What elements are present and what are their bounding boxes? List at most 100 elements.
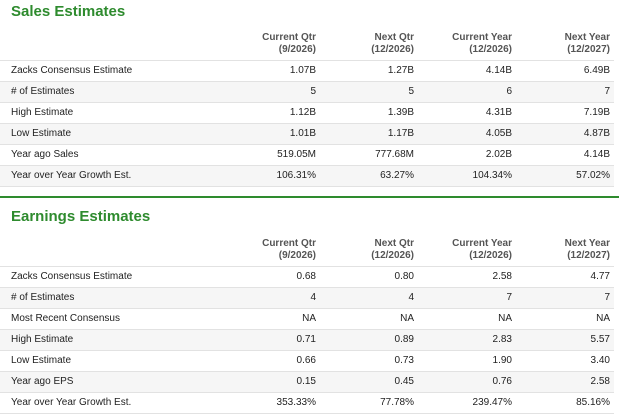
- earnings-header-next-qtr-label: Next Qtr: [374, 238, 414, 249]
- earnings-estimates-table: Current Qtr (9/2026) Next Qtr (12/2026) …: [0, 234, 614, 414]
- cell-next-year: 4.14B: [516, 144, 614, 166]
- cell-next-qtr: 77.78%: [320, 392, 418, 414]
- table-row: Year ago EPS 0.15 0.45 0.76 2.58: [0, 371, 614, 393]
- cell-next-qtr: 5: [320, 81, 418, 103]
- row-label: High Estimate: [0, 102, 194, 124]
- row-label: Year ago Sales: [0, 144, 194, 166]
- sales-header-next-year-period: (12/2027): [567, 44, 610, 55]
- cell-next-year: 85.16%: [516, 392, 614, 414]
- cell-next-qtr: 1.27B: [320, 60, 418, 82]
- sales-estimates-title: Sales Estimates: [11, 3, 126, 20]
- cell-next-qtr: 0.80: [320, 266, 418, 288]
- earnings-header-next-year: Next Year (12/2027): [516, 234, 614, 267]
- cell-current-qtr: 1.07B: [194, 60, 320, 82]
- cell-current-year: 4.05B: [418, 123, 516, 145]
- cell-next-year: 57.02%: [516, 165, 614, 187]
- earnings-header-next-year-label: Next Year: [564, 238, 610, 249]
- cell-current-year: 104.34%: [418, 165, 516, 187]
- sales-header-current-year-period: (12/2026): [469, 44, 512, 55]
- cell-next-qtr: 0.45: [320, 371, 418, 393]
- cell-current-qtr: 353.33%: [194, 392, 320, 414]
- cell-next-year: 7: [516, 287, 614, 309]
- table-row: Most Recent Consensus NA NA NA NA: [0, 308, 614, 330]
- cell-next-year: 4.87B: [516, 123, 614, 145]
- cell-current-qtr: 5: [194, 81, 320, 103]
- cell-current-year: 6: [418, 81, 516, 103]
- row-label: # of Estimates: [0, 287, 194, 309]
- cell-current-year: 2.83: [418, 329, 516, 351]
- cell-next-qtr: NA: [320, 308, 418, 330]
- cell-current-year: 2.58: [418, 266, 516, 288]
- sales-header-blank: [0, 28, 194, 61]
- row-label: Year over Year Growth Est.: [0, 392, 194, 414]
- cell-current-qtr: 0.15: [194, 371, 320, 393]
- sales-header-current-qtr: Current Qtr (9/2026): [194, 28, 320, 61]
- table-row: High Estimate 0.71 0.89 2.83 5.57: [0, 329, 614, 351]
- row-label: High Estimate: [0, 329, 194, 351]
- cell-next-year: 7.19B: [516, 102, 614, 124]
- cell-next-qtr: 4: [320, 287, 418, 309]
- table-row: Zacks Consensus Estimate 1.07B 1.27B 4.1…: [0, 60, 614, 82]
- table-row: Year over Year Growth Est. 353.33% 77.78…: [0, 392, 614, 414]
- table-row: Year ago Sales 519.05M 777.68M 2.02B 4.1…: [0, 144, 614, 166]
- table-row: Low Estimate 0.66 0.73 1.90 3.40: [0, 350, 614, 372]
- earnings-header-current-qtr-label: Current Qtr: [262, 238, 316, 249]
- sales-header-current-qtr-label: Current Qtr: [262, 32, 316, 43]
- cell-next-qtr: 63.27%: [320, 165, 418, 187]
- cell-next-qtr: 0.89: [320, 329, 418, 351]
- earnings-estimates-section: Earnings Estimates Current Qtr (9/2026) …: [0, 196, 619, 420]
- cell-current-year: NA: [418, 308, 516, 330]
- cell-next-year: 4.77: [516, 266, 614, 288]
- cell-next-year: 6.49B: [516, 60, 614, 82]
- cell-next-year: 5.57: [516, 329, 614, 351]
- table-row: Zacks Consensus Estimate 0.68 0.80 2.58 …: [0, 266, 614, 288]
- row-label: Zacks Consensus Estimate: [0, 60, 194, 82]
- cell-current-qtr: NA: [194, 308, 320, 330]
- cell-current-qtr: 4: [194, 287, 320, 309]
- sales-header-current-year-label: Current Year: [452, 32, 512, 43]
- cell-current-qtr: 0.71: [194, 329, 320, 351]
- row-label: Low Estimate: [0, 123, 194, 145]
- cell-current-qtr: 519.05M: [194, 144, 320, 166]
- sales-header-next-qtr-period: (12/2026): [371, 44, 414, 55]
- cell-current-year: 2.02B: [418, 144, 516, 166]
- cell-next-qtr: 777.68M: [320, 144, 418, 166]
- sales-header-current-qtr-period: (9/2026): [278, 44, 316, 55]
- sales-header-row: Current Qtr (9/2026) Next Qtr (12/2026) …: [0, 28, 614, 61]
- earnings-header-next-qtr: Next Qtr (12/2026): [320, 234, 418, 267]
- table-row: Low Estimate 1.01B 1.17B 4.05B 4.87B: [0, 123, 614, 145]
- earnings-header-row: Current Qtr (9/2026) Next Qtr (12/2026) …: [0, 234, 614, 267]
- sales-header-current-year: Current Year (12/2026): [418, 28, 516, 61]
- sales-estimates-section: Sales Estimates Current Qtr (9/2026) Nex…: [0, 0, 619, 196]
- sales-estimates-table: Current Qtr (9/2026) Next Qtr (12/2026) …: [0, 28, 614, 187]
- sales-header-next-qtr: Next Qtr (12/2026): [320, 28, 418, 61]
- sales-header-next-qtr-label: Next Qtr: [374, 32, 414, 43]
- cell-current-qtr: 0.68: [194, 266, 320, 288]
- cell-current-qtr: 1.01B: [194, 123, 320, 145]
- table-row: # of Estimates 5 5 6 7: [0, 81, 614, 103]
- earnings-header-current-year-label: Current Year: [452, 238, 512, 249]
- row-label: Most Recent Consensus: [0, 308, 194, 330]
- cell-current-qtr: 1.12B: [194, 102, 320, 124]
- earnings-header-next-qtr-period: (12/2026): [371, 250, 414, 261]
- cell-current-qtr: 0.66: [194, 350, 320, 372]
- cell-next-year: NA: [516, 308, 614, 330]
- earnings-header-next-year-period: (12/2027): [567, 250, 610, 261]
- earnings-header-current-year-period: (12/2026): [469, 250, 512, 261]
- cell-current-year: 7: [418, 287, 516, 309]
- cell-next-year: 3.40: [516, 350, 614, 372]
- earnings-header-current-year: Current Year (12/2026): [418, 234, 516, 267]
- cell-next-qtr: 1.39B: [320, 102, 418, 124]
- table-row: High Estimate 1.12B 1.39B 4.31B 7.19B: [0, 102, 614, 124]
- cell-current-qtr: 106.31%: [194, 165, 320, 187]
- cell-next-qtr: 0.73: [320, 350, 418, 372]
- row-label: Year over Year Growth Est.: [0, 165, 194, 187]
- cell-current-year: 1.90: [418, 350, 516, 372]
- row-label: Low Estimate: [0, 350, 194, 372]
- cell-next-year: 7: [516, 81, 614, 103]
- sales-header-next-year-label: Next Year: [564, 32, 610, 43]
- cell-next-qtr: 1.17B: [320, 123, 418, 145]
- row-label: Zacks Consensus Estimate: [0, 266, 194, 288]
- row-label: # of Estimates: [0, 81, 194, 103]
- cell-current-year: 239.47%: [418, 392, 516, 414]
